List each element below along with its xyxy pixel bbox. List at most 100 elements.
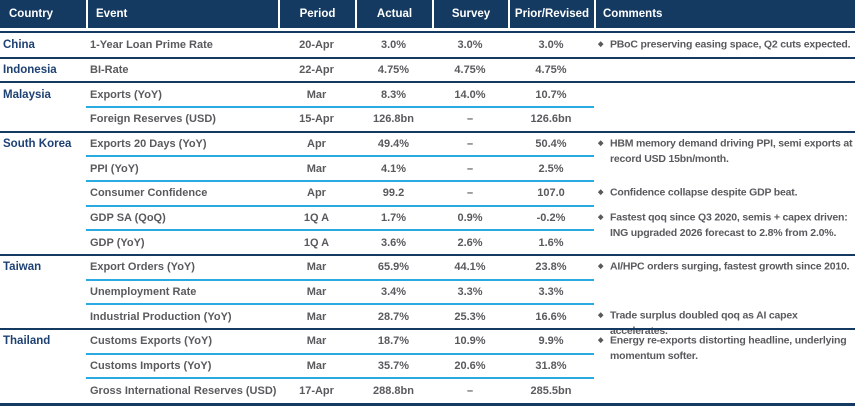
country-separator-line <box>0 56 855 59</box>
table-row: BI-Rate 22-Apr 4.75% 4.75% 4.75% <box>0 58 855 83</box>
event-cell: Gross International Reserves (USD) <box>90 384 277 397</box>
row-separator-line <box>86 278 594 281</box>
prior-revised-cell: 50.4% <box>535 138 567 150</box>
country-group: Indonesia BI-Rate 22-Apr 4.75% 4.75% 4.75% <box>0 56 855 83</box>
country-separator-line <box>0 254 855 256</box>
prior-revised-cell: 3.0% <box>538 39 564 52</box>
row-separator-line <box>86 106 594 108</box>
row-separator-line <box>86 377 594 380</box>
prior-revised-cell: 1.6% <box>538 236 564 249</box>
header-country: Country <box>0 0 86 28</box>
country-group: Malaysia Exports (YoY) Mar 8.3% 14.0% 10.7% Fo… <box>0 81 855 132</box>
comments-column <box>598 82 855 131</box>
prior-revised-cell: 23.8% <box>535 261 567 274</box>
comment-text: ◆ Fastest qoq since Q3 2020, semis + cape… <box>598 211 848 239</box>
table-row: Industrial Production (YoY) Mar 28.7% 25.3%… <box>0 304 855 329</box>
prior-revised-cell: 2.5% <box>538 162 564 175</box>
row-separator-line <box>86 229 594 232</box>
survey-cell: – <box>466 113 474 126</box>
header-survey: Survey <box>432 0 508 28</box>
row-separator-line <box>86 303 594 306</box>
header-comments: Comments <box>594 0 855 28</box>
header-label: Country <box>9 8 54 20</box>
comment-text: ◆ AI/HPC orders surging, fastest growth s… <box>598 260 850 273</box>
row-separator-line <box>86 180 594 182</box>
survey-cell: 25.3% <box>454 310 486 323</box>
period-cell: 22-Apr <box>299 64 334 76</box>
country-name: Thailand <box>3 335 51 348</box>
bullet-icon: ◆ <box>598 312 604 320</box>
header-event: Event <box>86 0 278 28</box>
event-cell: Customs Exports (YoY) <box>90 335 213 348</box>
comments-column: ◆ PBoC preserving easing space, Q2 cuts e… <box>598 33 855 58</box>
survey-cell: 3.3% <box>457 286 483 298</box>
period-cell: Mar <box>306 335 327 348</box>
comments-column: ◆ Energy re-exports distorting headline, … <box>598 329 855 403</box>
prior-revised-cell: 4.75% <box>535 64 567 76</box>
event-cell: BI-Rate <box>90 64 129 76</box>
table-row: GDP SA (QoQ) 1Q A 1.7% 0.9% -0.2% <box>0 206 855 231</box>
row-separator-line <box>86 155 594 158</box>
prior-revised-cell: 9.9% <box>538 335 564 348</box>
prior-revised-cell: 107.0 <box>537 187 565 200</box>
period-cell: Mar <box>306 360 327 372</box>
survey-cell: – <box>466 138 474 150</box>
comment-text: ◆ Confidence collapse despite GDP beat. <box>598 186 798 199</box>
table-row: Exports (YoY) Mar 8.3% 14.0% 10.7% <box>0 82 855 107</box>
survey-cell: – <box>466 384 474 397</box>
body-bottom-rule <box>0 403 855 406</box>
period-cell: Mar <box>306 286 327 298</box>
event-cell: Exports 20 Days (YoY) <box>90 138 207 150</box>
comments-column <box>598 58 855 83</box>
actual-cell: 35.7% <box>377 360 410 372</box>
survey-cell: – <box>466 162 474 175</box>
header-prior-revised: Prior/Revised <box>508 0 594 28</box>
survey-cell: 3.0% <box>457 39 483 52</box>
event-cell: Unemployment Rate <box>90 286 197 298</box>
country-group: Thailand Customs Exports (YoY) Mar 18.7% 10.… <box>0 328 855 403</box>
table-row: Customs Exports (YoY) Mar 18.7% 10.9% 9.9% <box>0 329 855 354</box>
table-row: Customs Imports (YoY) Mar 35.7% 20.6% 31.8% <box>0 354 855 379</box>
table-row: Foreign Reserves (USD) 15-Apr 126.8bn – 126.… <box>0 107 855 132</box>
bullet-icon: ◆ <box>598 337 604 344</box>
header-label: Period <box>299 8 336 20</box>
prior-revised-cell: 16.6% <box>535 310 567 323</box>
survey-cell: 0.9% <box>457 212 483 225</box>
table-row: GDP (YoY) 1Q A 3.6% 2.6% 1.6% <box>0 230 855 255</box>
period-cell: 20-Apr <box>299 39 334 52</box>
comment-text: ◆ Energy re-exports distorting headline, … <box>598 334 847 363</box>
actual-cell: 4.1% <box>380 162 407 175</box>
event-cell: 1-Year Loan Prime Rate <box>90 39 213 52</box>
country-name: Malaysia <box>3 88 51 101</box>
survey-cell: 2.6% <box>457 236 483 249</box>
row-separator-line <box>86 352 594 355</box>
actual-cell: 18.7% <box>377 335 410 348</box>
header-label: Event <box>96 8 128 20</box>
period-cell: 1Q A <box>303 236 330 249</box>
period-cell: Mar <box>306 310 327 323</box>
table-row: Unemployment Rate Mar 3.4% 3.3% 3.3% <box>0 280 855 305</box>
country-separator-line <box>0 328 855 330</box>
prior-revised-cell: 285.5bn <box>530 384 572 397</box>
country-name: Taiwan <box>3 261 42 274</box>
comments-column: ◆ AI/HPC orders surging, fastest growth s… <box>598 255 855 338</box>
period-cell: Apr <box>307 138 326 150</box>
period-cell: Apr <box>307 187 326 200</box>
table-row: Export Orders (YoY) Mar 65.9% 44.1% 23.8% <box>0 255 855 280</box>
header-label: Comments <box>603 8 663 20</box>
country-group: South Korea Exports 20 Days (YoY) Apr 49.4%… <box>0 130 855 255</box>
actual-cell: 126.8bn <box>373 113 414 126</box>
actual-cell: 65.9% <box>377 261 410 274</box>
prior-revised-cell: 10.7% <box>535 88 567 101</box>
header-period: Period <box>278 0 355 28</box>
survey-cell: 20.6% <box>454 360 486 372</box>
country-separator-line <box>0 130 855 133</box>
country-name: China <box>3 39 35 52</box>
header-label: Prior/Revised <box>514 8 590 20</box>
country-separator-line <box>0 81 855 84</box>
bullet-icon: ◆ <box>598 263 604 270</box>
survey-cell: 14.0% <box>454 88 486 101</box>
actual-cell: 28.7% <box>377 310 410 323</box>
actual-cell: 3.6% <box>380 236 407 249</box>
